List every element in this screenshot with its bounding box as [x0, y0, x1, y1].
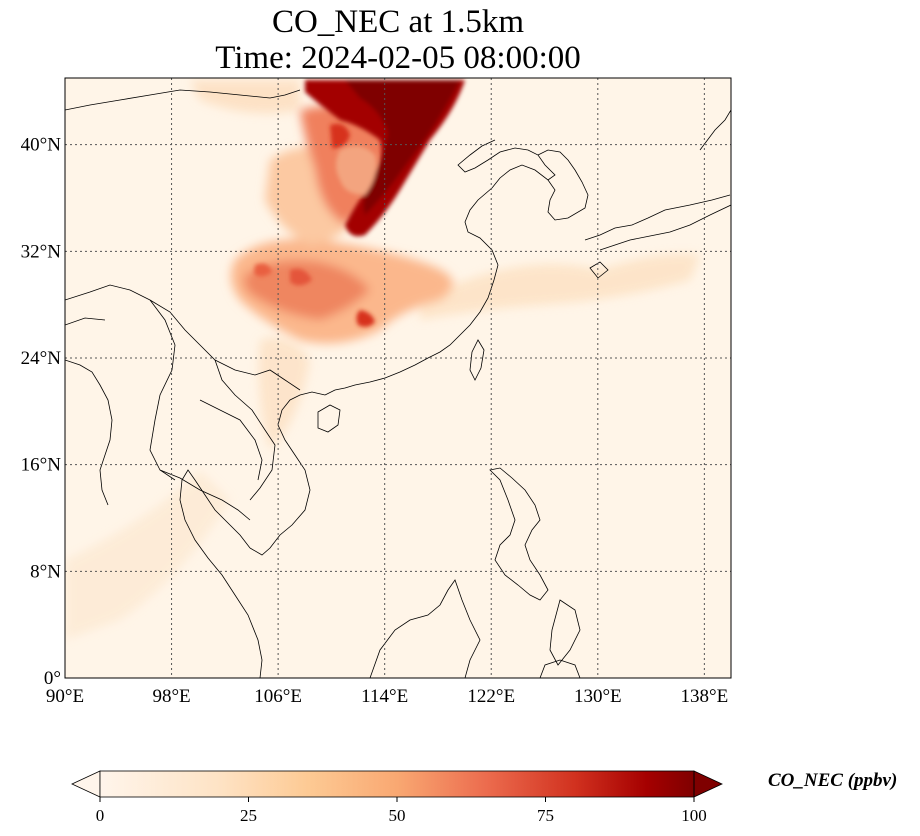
colorbar-extend-high — [693, 770, 723, 798]
latitude-tick-label: 24°N — [21, 348, 62, 369]
longitude-tick-label: 122°E — [467, 686, 515, 707]
latitude-tick-label: 32°N — [21, 241, 62, 262]
latitude-tick-label: 0° — [44, 668, 61, 689]
longitude-tick-label: 106°E — [254, 686, 302, 707]
longitude-tick-label: 90°E — [46, 686, 84, 707]
longitude-tick-label: 114°E — [361, 686, 408, 707]
colorbar-tick-label: 50 — [389, 806, 406, 825]
longitude-tick-label: 138°E — [681, 686, 729, 707]
colorbar-extend-low — [71, 770, 101, 798]
longitude-tick-labels: 90°E 98°E 106°E 114°E 122°E 130°E 138°E — [46, 686, 728, 707]
colorbar: 0 25 50 75 100 — [71, 770, 723, 825]
colorbar-tick-label: 25 — [240, 806, 257, 825]
gridlines — [65, 78, 731, 678]
colorbar-body — [100, 771, 694, 797]
latitude-tick-label: 40°N — [21, 135, 62, 156]
colorbar-tick-label: 0 — [96, 806, 105, 825]
colorbar-label: CO_NEC (ppbv) — [768, 770, 898, 791]
co-concentration-field — [65, 80, 700, 640]
longitude-tick-label: 98°E — [152, 686, 190, 707]
latitude-tick-label: 16°N — [21, 455, 62, 476]
colorbar-ticks: 0 25 50 75 100 — [96, 797, 707, 825]
colorbar-tick-label: 100 — [681, 806, 707, 825]
coastlines — [65, 89, 731, 678]
title-line-2: Time: 2024-02-05 08:00:00 — [215, 40, 581, 76]
map-title: CO_NEC at 1.5km Time: 2024-02-05 08:00:0… — [65, 4, 731, 76]
title-line-1: CO_NEC at 1.5km — [271, 4, 525, 40]
latitude-tick-label: 8°N — [30, 561, 61, 582]
latitude-tick-labels: 0° 8°N 16°N 24°N 32°N 40°N — [21, 135, 62, 689]
map-frame — [64, 77, 732, 679]
longitude-tick-label: 130°E — [574, 686, 622, 707]
colorbar-tick-label: 75 — [537, 806, 554, 825]
